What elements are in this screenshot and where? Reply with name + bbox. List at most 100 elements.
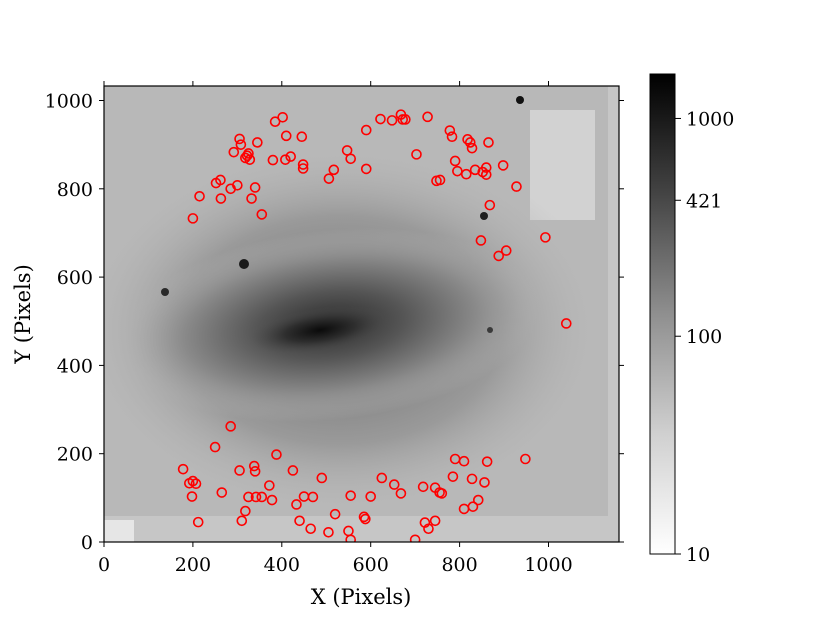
source-marker xyxy=(449,155,461,167)
source-marker xyxy=(316,472,328,484)
source-marker xyxy=(480,162,492,173)
source-marker xyxy=(248,460,260,472)
source-marker xyxy=(186,491,198,502)
source-marker xyxy=(280,130,292,142)
source-marker xyxy=(444,125,456,136)
source-marker xyxy=(481,456,493,467)
source-marker xyxy=(177,463,189,475)
source-marker xyxy=(243,491,254,503)
x-axis-label: X (Pixels) xyxy=(311,585,412,609)
source-marker xyxy=(225,421,236,432)
source-marker xyxy=(395,488,407,499)
source-marker xyxy=(467,501,479,512)
colorbar-gradient xyxy=(649,73,676,555)
y-tick-label: 800 xyxy=(57,179,93,201)
source-marker xyxy=(446,131,458,143)
source-marker xyxy=(232,179,243,191)
source-marker xyxy=(236,515,248,527)
source-marker xyxy=(462,134,473,145)
source-marker xyxy=(360,163,372,175)
source-marker xyxy=(266,494,278,506)
source-marker xyxy=(365,491,377,502)
source-marker xyxy=(194,191,205,202)
source-marker xyxy=(252,137,263,148)
source-marker xyxy=(215,193,227,204)
source-marker xyxy=(294,515,305,527)
colorbar-tick-label: 100 xyxy=(686,326,722,348)
source-marker xyxy=(497,160,509,171)
source-marker xyxy=(291,499,302,510)
x-tick-label: 200 xyxy=(175,554,211,576)
source-marker xyxy=(422,111,433,123)
source-marker xyxy=(234,465,245,476)
galaxy-image xyxy=(104,86,619,542)
source-marker xyxy=(411,149,422,160)
source-marker xyxy=(271,449,282,460)
source-marker xyxy=(360,124,372,136)
source-marker xyxy=(215,174,226,186)
source-marker xyxy=(386,115,398,126)
source-marker xyxy=(280,154,291,165)
source-marker xyxy=(540,232,551,243)
source-marker xyxy=(434,174,446,186)
source-marker xyxy=(409,534,421,542)
source-marker xyxy=(345,534,356,542)
source-marker xyxy=(256,491,268,503)
source-marker xyxy=(466,473,478,485)
source-marker xyxy=(187,213,199,224)
source-marker xyxy=(297,163,309,174)
source-marker xyxy=(469,164,481,176)
plot-frame xyxy=(103,85,620,543)
y-tick-label: 600 xyxy=(57,267,93,289)
source-marker xyxy=(479,477,490,488)
source-marker xyxy=(400,114,411,125)
source-marker xyxy=(460,168,472,180)
y-tick-label: 400 xyxy=(57,355,93,377)
source-marker xyxy=(249,182,261,193)
source-marker xyxy=(560,318,572,329)
source-marker xyxy=(305,523,316,535)
source-marker xyxy=(209,441,221,453)
source-marker xyxy=(375,113,386,125)
source-marker xyxy=(483,137,494,148)
source-marker xyxy=(190,478,202,490)
y-tick-label: 200 xyxy=(57,444,93,466)
source-marker xyxy=(323,526,334,538)
y-axis-label: Y (Pixels) xyxy=(11,264,35,365)
source-marker xyxy=(458,455,470,467)
source-marker xyxy=(360,513,371,525)
source-marker xyxy=(493,250,505,262)
source-marker xyxy=(464,137,476,148)
source-marker xyxy=(264,480,275,491)
source-marker xyxy=(475,235,487,246)
source-marker xyxy=(240,505,251,517)
source-marker xyxy=(345,153,356,165)
colorbar-tick-label: 421 xyxy=(686,190,722,212)
source-marker xyxy=(447,471,459,482)
source-marker xyxy=(285,151,296,162)
source-marker xyxy=(345,490,356,501)
x-tick-label: 1000 xyxy=(524,554,572,576)
source-marker xyxy=(187,475,199,487)
source-marker xyxy=(417,481,429,493)
source-marker xyxy=(246,193,257,204)
source-marker xyxy=(269,116,281,127)
x-tick-label: 600 xyxy=(353,554,389,576)
source-marker xyxy=(376,472,388,484)
source-marker xyxy=(216,487,228,498)
source-marker xyxy=(297,159,309,170)
source-marker xyxy=(472,494,484,506)
source-marker xyxy=(500,245,512,256)
source-marker xyxy=(277,111,288,123)
colorbar-tick-label: 1000 xyxy=(686,108,734,130)
source-marker xyxy=(329,508,341,520)
source-marker xyxy=(452,165,463,177)
detected-sources xyxy=(177,109,572,542)
source-marker xyxy=(296,131,308,143)
source-marker xyxy=(243,148,254,159)
source-marker xyxy=(436,488,448,499)
source-marker xyxy=(235,139,247,150)
source-marker xyxy=(250,491,262,503)
source-marker xyxy=(228,146,240,158)
